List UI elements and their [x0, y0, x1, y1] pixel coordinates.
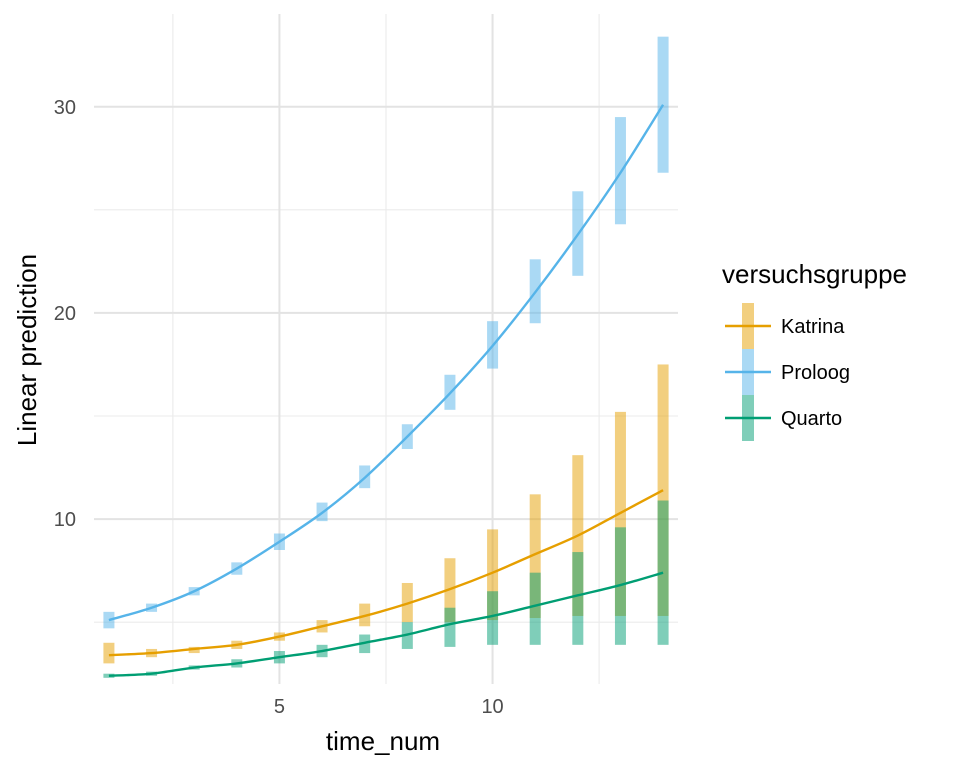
- legend-label-proloog: Proloog: [781, 362, 850, 384]
- y-axis-tick-labels: 10 20 30: [54, 97, 76, 531]
- x-axis-tick-labels: 5 10: [274, 696, 504, 718]
- legend-title: versuchsgruppe: [722, 259, 907, 289]
- legend-label-quarto: Quarto: [781, 408, 842, 430]
- ci-bar-quarto: [572, 552, 584, 645]
- y-tick-label: 30: [54, 97, 76, 119]
- prediction-line-proloog: [108, 104, 665, 622]
- x-tick-label: 10: [481, 696, 503, 718]
- prediction-line-quarto: [108, 571, 664, 677]
- x-axis-title: time_num: [326, 726, 440, 756]
- ci-bar-katrina: [487, 529, 499, 621]
- prediction-line-katrina: [108, 489, 664, 657]
- ci-bar-katrina: [103, 642, 115, 664]
- grid-minor-lines: [94, 14, 678, 684]
- ci-bar-quarto: [487, 591, 499, 645]
- ci-bar-quarto: [529, 572, 541, 645]
- legend: versuchsgruppe Katrina Proloog Quarto: [722, 259, 907, 441]
- x-tick-label: 5: [274, 696, 285, 718]
- y-axis-title: Linear prediction: [12, 254, 42, 446]
- ci-bar-quarto: [444, 607, 456, 647]
- legend-label-katrina: Katrina: [781, 316, 845, 338]
- prediction-lines: [108, 104, 665, 677]
- ci-bar-katrina: [529, 494, 541, 619]
- y-tick-label: 10: [54, 509, 76, 531]
- ci-bar-quarto: [657, 500, 669, 645]
- y-tick-label: 20: [54, 303, 76, 325]
